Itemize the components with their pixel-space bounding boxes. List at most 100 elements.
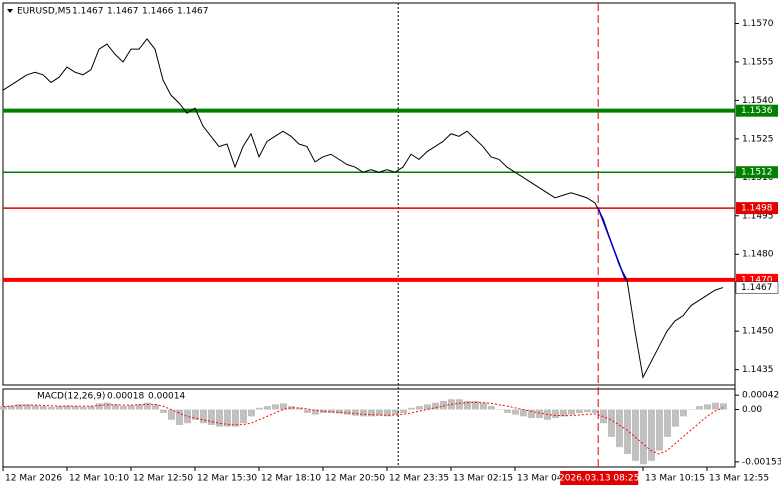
price-line	[2, 38, 724, 379]
macd-bar	[304, 409, 311, 413]
y-tick-label: 1.1555	[742, 57, 774, 67]
x-tick-label: 12 Mar 23:35	[389, 474, 449, 484]
macd-bar	[456, 399, 463, 410]
macd-bar	[672, 409, 679, 427]
macd-value: 0.00018	[107, 392, 144, 402]
macd-title: MACD(12,26,9)	[37, 392, 105, 402]
macd-bar	[328, 409, 335, 413]
macd-bar	[696, 406, 703, 410]
macd-bar	[416, 406, 423, 410]
last-price-label: 1.1467	[741, 283, 773, 293]
macd-bar	[80, 406, 87, 410]
macd-bar	[72, 406, 79, 410]
y-tick-label: 1.1570	[742, 19, 774, 29]
macd-bar	[720, 403, 727, 410]
macd-bar	[184, 409, 191, 424]
macd-bar	[104, 402, 111, 410]
macd-bar	[664, 409, 671, 437]
y-tick-label: 1.1525	[742, 134, 774, 144]
macd-bar	[8, 405, 15, 410]
level-label: 1.1470	[741, 275, 773, 285]
macd-bar	[288, 406, 295, 410]
level-label: 1.1536	[741, 106, 773, 116]
level-label: 1.1498	[741, 204, 773, 214]
macd-bar	[400, 409, 407, 413]
macd-bar	[360, 409, 367, 417]
y-tick-label: 0.00042	[742, 391, 779, 401]
macd-bar	[368, 409, 375, 417]
macd-bar	[136, 404, 143, 410]
time-marker-label: 2026.03.13 08:25	[559, 474, 639, 484]
macd-bar	[88, 406, 95, 410]
x-tick-label: 12 Mar 2026	[5, 474, 62, 484]
macd-bar	[560, 409, 567, 417]
y-tick-label: -0.00153	[742, 457, 781, 467]
macd-bar	[688, 409, 695, 411]
macd-bar	[248, 409, 255, 417]
macd-bar	[232, 409, 239, 427]
macd-bar	[176, 409, 183, 425]
macd-bar	[160, 409, 167, 413]
y-tick-label: 1.1540	[742, 96, 774, 106]
macd-bar	[120, 406, 127, 410]
macd-bar	[376, 409, 383, 416]
macd-bar	[16, 404, 23, 410]
macd-bar	[24, 404, 31, 410]
macd-bar	[480, 402, 487, 410]
macd-bar	[312, 409, 319, 415]
macd-bar	[392, 409, 399, 415]
macd-bar	[224, 409, 231, 427]
macd-bar	[488, 406, 495, 410]
macd-bar	[576, 409, 583, 413]
macd-bar	[512, 409, 519, 415]
macd-bar	[168, 409, 175, 420]
y-tick-label: 1.1435	[742, 365, 774, 375]
macd-bar	[40, 406, 47, 410]
trend-line	[597, 207, 627, 281]
macd-bar	[192, 409, 199, 420]
macd-bar	[352, 409, 359, 416]
macd-bar	[128, 405, 135, 410]
macd-bar	[656, 409, 663, 451]
menu-arrow	[7, 9, 13, 13]
level-label: 1.1512	[741, 168, 773, 178]
macd-bar	[64, 405, 71, 410]
macd-bar	[640, 409, 647, 465]
ohlc-value: 1.1467	[107, 7, 139, 17]
x-tick-label: 12 Mar 18:10	[261, 474, 321, 484]
macd-bar	[208, 409, 215, 425]
time-marker-bg	[560, 471, 639, 485]
macd-bar	[440, 400, 447, 410]
macd-bar	[592, 409, 599, 413]
macd-bar	[280, 403, 287, 410]
macd-bar	[712, 402, 719, 410]
macd-signal	[2, 401, 724, 455]
macd-bar	[0, 406, 7, 410]
x-tick-label: 12 Mar 15:30	[197, 474, 257, 484]
macd-bar	[520, 409, 527, 417]
y-tick-label: 1.1480	[742, 250, 774, 260]
ohlc-value: 1.1467	[72, 7, 104, 17]
macd-bar	[584, 409, 591, 413]
macd-bar	[48, 406, 55, 410]
macd-bar	[264, 406, 271, 410]
macd-bar	[96, 403, 103, 410]
level-label-bg	[736, 104, 778, 117]
macd-bar	[648, 409, 655, 461]
ohlc-value: 1.1466	[142, 7, 174, 17]
macd-bar	[528, 409, 535, 419]
macd-bar	[336, 409, 343, 414]
macd-bar	[384, 409, 391, 417]
macd-bar	[624, 409, 631, 454]
y-tick-label: 1.1495	[742, 211, 774, 221]
macd-bar	[704, 404, 711, 410]
macd-bar	[144, 402, 151, 410]
macd-bar	[152, 404, 159, 410]
x-tick-label: 12 Mar 12:50	[133, 474, 193, 484]
level-label-bg	[736, 202, 778, 215]
last-price-bg	[735, 281, 779, 294]
macd-bar	[536, 409, 543, 419]
ohlc-value: 1.1467	[177, 7, 209, 17]
macd-bar	[240, 409, 247, 424]
macd-bar	[504, 409, 511, 413]
